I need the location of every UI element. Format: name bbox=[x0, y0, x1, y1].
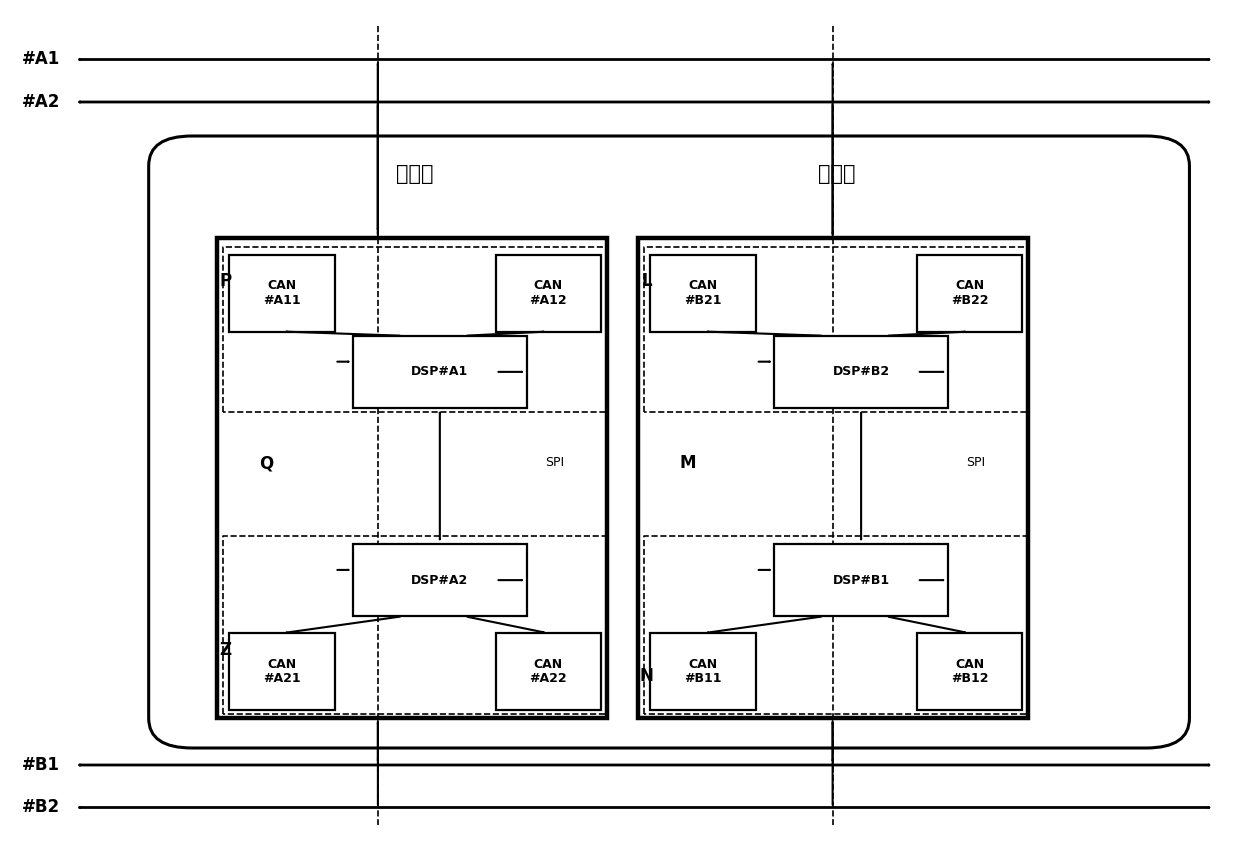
FancyBboxPatch shape bbox=[650, 255, 756, 332]
Text: #A1: #A1 bbox=[22, 50, 61, 69]
Text: 主节点: 主节点 bbox=[396, 164, 434, 184]
Text: L: L bbox=[642, 271, 652, 290]
Text: CAN
#A12: CAN #A12 bbox=[529, 280, 567, 307]
Text: M: M bbox=[679, 454, 696, 473]
FancyBboxPatch shape bbox=[496, 633, 601, 710]
FancyBboxPatch shape bbox=[774, 544, 948, 616]
FancyBboxPatch shape bbox=[229, 633, 335, 710]
FancyBboxPatch shape bbox=[496, 255, 601, 332]
FancyBboxPatch shape bbox=[638, 238, 1028, 718]
FancyBboxPatch shape bbox=[149, 136, 1189, 748]
Text: #A2: #A2 bbox=[22, 93, 61, 111]
Text: N: N bbox=[639, 666, 654, 685]
Text: DSP#A1: DSP#A1 bbox=[411, 366, 468, 378]
Text: CAN
#B22: CAN #B22 bbox=[950, 280, 989, 307]
Text: CAN
#B11: CAN #B11 bbox=[684, 658, 722, 685]
Text: Q: Q bbox=[259, 454, 274, 473]
Text: #B2: #B2 bbox=[22, 798, 61, 817]
Text: CAN
#B21: CAN #B21 bbox=[684, 280, 722, 307]
Text: DSP#B1: DSP#B1 bbox=[833, 574, 890, 586]
Text: 从节点: 从节点 bbox=[818, 164, 855, 184]
FancyBboxPatch shape bbox=[217, 238, 607, 718]
Text: Z: Z bbox=[219, 641, 232, 660]
Text: CAN
#A11: CAN #A11 bbox=[263, 280, 301, 307]
FancyBboxPatch shape bbox=[353, 544, 527, 616]
Text: CAN
#A22: CAN #A22 bbox=[529, 658, 567, 685]
Text: CAN
#A21: CAN #A21 bbox=[263, 658, 301, 685]
FancyBboxPatch shape bbox=[229, 255, 335, 332]
FancyBboxPatch shape bbox=[917, 255, 1022, 332]
Text: SPI: SPI bbox=[545, 456, 564, 469]
FancyBboxPatch shape bbox=[650, 633, 756, 710]
Text: #B1: #B1 bbox=[22, 756, 61, 774]
Text: DSP#B2: DSP#B2 bbox=[833, 366, 890, 378]
Text: DSP#A2: DSP#A2 bbox=[411, 574, 468, 586]
FancyBboxPatch shape bbox=[917, 633, 1022, 710]
Text: CAN
#B12: CAN #B12 bbox=[950, 658, 989, 685]
Text: P: P bbox=[219, 271, 232, 290]
Text: SPI: SPI bbox=[966, 456, 985, 469]
FancyBboxPatch shape bbox=[353, 336, 527, 408]
FancyBboxPatch shape bbox=[774, 336, 948, 408]
